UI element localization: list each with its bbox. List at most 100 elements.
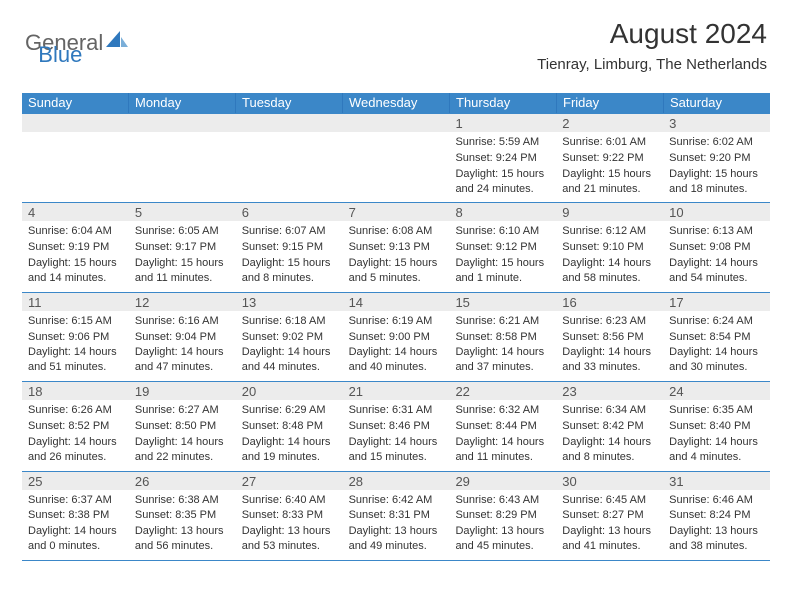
calendar-cell: 19Sunrise: 6:27 AMSunset: 8:50 PMDayligh… [129, 382, 236, 470]
day-number [22, 114, 129, 132]
sunset-label: Sunset: 9:02 PM [242, 330, 337, 345]
day-number: 18 [22, 382, 129, 400]
sunrise-label: Sunrise: 6:21 AM [455, 314, 550, 329]
calendar-cell: 3Sunrise: 6:02 AMSunset: 9:20 PMDaylight… [663, 114, 770, 202]
daylight-label: Daylight: 13 hours and 41 minutes. [562, 524, 657, 554]
day-number: 2 [556, 114, 663, 132]
calendar-row: 25Sunrise: 6:37 AMSunset: 8:38 PMDayligh… [22, 471, 770, 561]
day-number: 25 [22, 472, 129, 490]
daylight-label: Daylight: 13 hours and 49 minutes. [349, 524, 444, 554]
calendar-cell: 4Sunrise: 6:04 AMSunset: 9:19 PMDaylight… [22, 203, 129, 291]
sunrise-label: Sunrise: 6:38 AM [135, 493, 230, 508]
sunrise-label: Sunrise: 6:13 AM [669, 224, 764, 239]
day-details: Sunrise: 6:08 AMSunset: 9:13 PMDaylight:… [343, 221, 450, 291]
sunrise-label: Sunrise: 6:26 AM [28, 403, 123, 418]
daylight-label: Daylight: 13 hours and 45 minutes. [455, 524, 550, 554]
brand-part2: Blue [38, 42, 82, 68]
day-number [129, 114, 236, 132]
calendar-cell: 15Sunrise: 6:21 AMSunset: 8:58 PMDayligh… [449, 293, 556, 381]
page-header: General Blue August 2024 Tienray, Limbur… [0, 0, 792, 81]
sunrise-label: Sunrise: 6:12 AM [562, 224, 657, 239]
calendar-cell: 2Sunrise: 6:01 AMSunset: 9:22 PMDaylight… [556, 114, 663, 202]
day-details: Sunrise: 6:38 AMSunset: 8:35 PMDaylight:… [129, 490, 236, 560]
day-number: 13 [236, 293, 343, 311]
day-details: Sunrise: 6:23 AMSunset: 8:56 PMDaylight:… [556, 311, 663, 381]
day-number: 27 [236, 472, 343, 490]
sunset-label: Sunset: 9:00 PM [349, 330, 444, 345]
sunrise-label: Sunrise: 6:32 AM [455, 403, 550, 418]
sunrise-label: Sunrise: 6:40 AM [242, 493, 337, 508]
daylight-label: Daylight: 15 hours and 21 minutes. [562, 167, 657, 197]
sunset-label: Sunset: 8:54 PM [669, 330, 764, 345]
sunset-label: Sunset: 9:10 PM [562, 240, 657, 255]
sunset-label: Sunset: 9:08 PM [669, 240, 764, 255]
calendar-body: 1Sunrise: 5:59 AMSunset: 9:24 PMDaylight… [22, 113, 770, 561]
day-number [343, 114, 450, 132]
day-details: Sunrise: 6:45 AMSunset: 8:27 PMDaylight:… [556, 490, 663, 560]
calendar-row: 11Sunrise: 6:15 AMSunset: 9:06 PMDayligh… [22, 292, 770, 381]
daylight-label: Daylight: 14 hours and 54 minutes. [669, 256, 764, 286]
daylight-label: Daylight: 15 hours and 14 minutes. [28, 256, 123, 286]
day-number: 30 [556, 472, 663, 490]
weekday-label: Saturday [664, 93, 770, 113]
daylight-label: Daylight: 14 hours and 37 minutes. [455, 345, 550, 375]
calendar-cell: 31Sunrise: 6:46 AMSunset: 8:24 PMDayligh… [663, 472, 770, 560]
daylight-label: Daylight: 14 hours and 19 minutes. [242, 435, 337, 465]
day-details: Sunrise: 6:01 AMSunset: 9:22 PMDaylight:… [556, 132, 663, 202]
sunrise-label: Sunrise: 6:08 AM [349, 224, 444, 239]
calendar-cell: 24Sunrise: 6:35 AMSunset: 8:40 PMDayligh… [663, 382, 770, 470]
calendar-cell [236, 114, 343, 202]
sunset-label: Sunset: 8:56 PM [562, 330, 657, 345]
daylight-label: Daylight: 14 hours and 15 minutes. [349, 435, 444, 465]
daylight-label: Daylight: 14 hours and 11 minutes. [455, 435, 550, 465]
day-number: 15 [449, 293, 556, 311]
sunrise-label: Sunrise: 6:07 AM [242, 224, 337, 239]
day-number: 20 [236, 382, 343, 400]
daylight-label: Daylight: 13 hours and 56 minutes. [135, 524, 230, 554]
day-details: Sunrise: 6:05 AMSunset: 9:17 PMDaylight:… [129, 221, 236, 291]
sunset-label: Sunset: 9:06 PM [28, 330, 123, 345]
day-number: 7 [343, 203, 450, 221]
sunset-label: Sunset: 9:15 PM [242, 240, 337, 255]
day-details: Sunrise: 6:21 AMSunset: 8:58 PMDaylight:… [449, 311, 556, 381]
day-details: Sunrise: 6:15 AMSunset: 9:06 PMDaylight:… [22, 311, 129, 381]
sunrise-label: Sunrise: 6:16 AM [135, 314, 230, 329]
sunset-label: Sunset: 8:44 PM [455, 419, 550, 434]
sunrise-label: Sunrise: 6:42 AM [349, 493, 444, 508]
day-number: 29 [449, 472, 556, 490]
daylight-label: Daylight: 14 hours and 40 minutes. [349, 345, 444, 375]
day-number: 10 [663, 203, 770, 221]
sunset-label: Sunset: 9:19 PM [28, 240, 123, 255]
day-details: Sunrise: 6:31 AMSunset: 8:46 PMDaylight:… [343, 400, 450, 470]
calendar-cell: 13Sunrise: 6:18 AMSunset: 9:02 PMDayligh… [236, 293, 343, 381]
calendar-cell: 5Sunrise: 6:05 AMSunset: 9:17 PMDaylight… [129, 203, 236, 291]
sunset-label: Sunset: 9:24 PM [455, 151, 550, 166]
daylight-label: Daylight: 15 hours and 5 minutes. [349, 256, 444, 286]
sunset-label: Sunset: 8:33 PM [242, 508, 337, 523]
day-details: Sunrise: 6:12 AMSunset: 9:10 PMDaylight:… [556, 221, 663, 291]
day-number: 17 [663, 293, 770, 311]
calendar-cell: 20Sunrise: 6:29 AMSunset: 8:48 PMDayligh… [236, 382, 343, 470]
sunrise-label: Sunrise: 6:27 AM [135, 403, 230, 418]
day-details: Sunrise: 6:42 AMSunset: 8:31 PMDaylight:… [343, 490, 450, 560]
day-details: Sunrise: 6:19 AMSunset: 9:00 PMDaylight:… [343, 311, 450, 381]
day-number: 21 [343, 382, 450, 400]
day-number: 19 [129, 382, 236, 400]
day-details: Sunrise: 6:16 AMSunset: 9:04 PMDaylight:… [129, 311, 236, 381]
sunset-label: Sunset: 8:27 PM [562, 508, 657, 523]
sunrise-label: Sunrise: 6:18 AM [242, 314, 337, 329]
sunrise-label: Sunrise: 6:01 AM [562, 135, 657, 150]
calendar: SundayMondayTuesdayWednesdayThursdayFrid… [22, 93, 770, 561]
month-title: August 2024 [537, 18, 767, 50]
day-details: Sunrise: 6:10 AMSunset: 9:12 PMDaylight:… [449, 221, 556, 291]
day-details: Sunrise: 6:40 AMSunset: 8:33 PMDaylight:… [236, 490, 343, 560]
calendar-cell: 27Sunrise: 6:40 AMSunset: 8:33 PMDayligh… [236, 472, 343, 560]
day-number: 23 [556, 382, 663, 400]
sunrise-label: Sunrise: 6:35 AM [669, 403, 764, 418]
calendar-cell: 26Sunrise: 6:38 AMSunset: 8:35 PMDayligh… [129, 472, 236, 560]
daylight-label: Daylight: 14 hours and 22 minutes. [135, 435, 230, 465]
day-number: 22 [449, 382, 556, 400]
calendar-cell: 23Sunrise: 6:34 AMSunset: 8:42 PMDayligh… [556, 382, 663, 470]
day-number: 16 [556, 293, 663, 311]
day-details: Sunrise: 6:18 AMSunset: 9:02 PMDaylight:… [236, 311, 343, 381]
